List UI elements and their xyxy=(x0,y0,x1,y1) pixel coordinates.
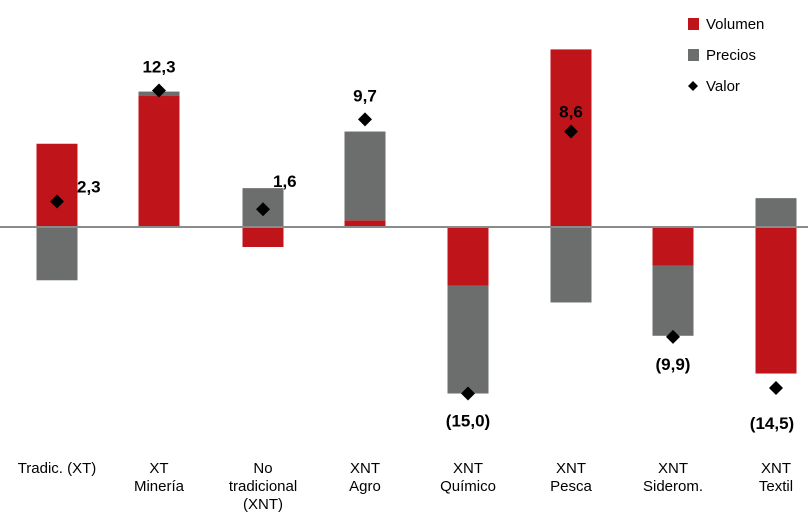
value-label: 1,6 xyxy=(273,172,297,191)
bar-volumen xyxy=(138,96,180,228)
bars-layer xyxy=(36,49,797,394)
category-label-line: XNT xyxy=(350,460,380,477)
category-label-line: XNT xyxy=(658,460,688,477)
valor-marker xyxy=(461,386,475,401)
bar-volumen xyxy=(447,227,489,286)
category-label: XNT Agro xyxy=(349,460,381,495)
value-label: 2,3 xyxy=(77,177,101,196)
legend-swatch-valor xyxy=(688,81,698,91)
bar-volumen xyxy=(755,227,797,374)
category-label-line: Agro xyxy=(349,478,381,495)
bar-volumen xyxy=(242,227,284,247)
value-label: (14,5) xyxy=(750,414,794,433)
category-label-line: XNT xyxy=(761,460,791,477)
category-label-line: Minería xyxy=(134,478,185,495)
valor-marker xyxy=(358,112,372,127)
bar-precios xyxy=(344,131,386,221)
legend-label-volumen: Volumen xyxy=(706,16,764,33)
category-label-line: Tradic. (XT) xyxy=(18,460,97,477)
bar-precios xyxy=(550,227,592,303)
legend-label-precios: Precios xyxy=(706,47,756,64)
bar-volumen xyxy=(36,143,78,227)
legend-label-valor: Valor xyxy=(706,78,740,95)
category-label: XNT Textil xyxy=(759,460,793,495)
bar-volumen xyxy=(344,220,386,227)
legend-swatch-precios xyxy=(688,49,699,61)
markers-layer xyxy=(50,83,783,401)
bar-precios xyxy=(652,265,694,336)
category-label: No tradicional (XNT) xyxy=(229,460,297,513)
valor-marker xyxy=(256,202,270,217)
category-label: XNT Pesca xyxy=(550,460,592,495)
value-label: (9,9) xyxy=(656,355,691,374)
category-label-line: Químico xyxy=(440,478,496,495)
category-label-line: Textil xyxy=(759,478,793,495)
category-label: XNT Siderom. xyxy=(643,460,703,495)
valor-marker xyxy=(50,194,64,209)
category-label-line: (XNT) xyxy=(243,496,283,513)
bar-volumen xyxy=(652,227,694,266)
value-labels-layer: 2,3 12,3 1,6 9,7 (15,0) 8,6 (9,9) (14,5) xyxy=(77,57,794,432)
category-label-line: Siderom. xyxy=(643,478,703,495)
category-label-line: XT xyxy=(149,460,168,477)
value-label: (15,0) xyxy=(446,412,490,431)
category-label-line: XNT xyxy=(556,460,586,477)
valor-marker xyxy=(666,329,680,344)
bar-precios xyxy=(447,285,489,394)
bar-precios xyxy=(36,227,78,281)
valor-marker xyxy=(769,380,783,395)
value-label: 8,6 xyxy=(559,103,583,122)
category-label: Tradic. (XT) xyxy=(18,460,97,477)
value-label: 12,3 xyxy=(142,57,175,76)
valor-marker xyxy=(564,124,578,139)
category-label: XT Minería xyxy=(134,460,185,495)
category-label-line: XNT xyxy=(453,460,483,477)
legend-swatch-volumen xyxy=(688,18,699,30)
valor-marker xyxy=(152,83,166,98)
legend: Volumen Precios Valor xyxy=(688,16,764,95)
category-label-line: No xyxy=(253,460,272,477)
value-label: 9,7 xyxy=(353,86,377,105)
category-label: XNT Químico xyxy=(440,460,496,495)
category-label-line: tradicional xyxy=(229,478,297,495)
category-labels-layer: Tradic. (XT) XT Minería No tradicional (XNT) X… xyxy=(18,460,793,513)
bar-precios xyxy=(755,198,797,227)
category-label-line: Pesca xyxy=(550,478,592,495)
